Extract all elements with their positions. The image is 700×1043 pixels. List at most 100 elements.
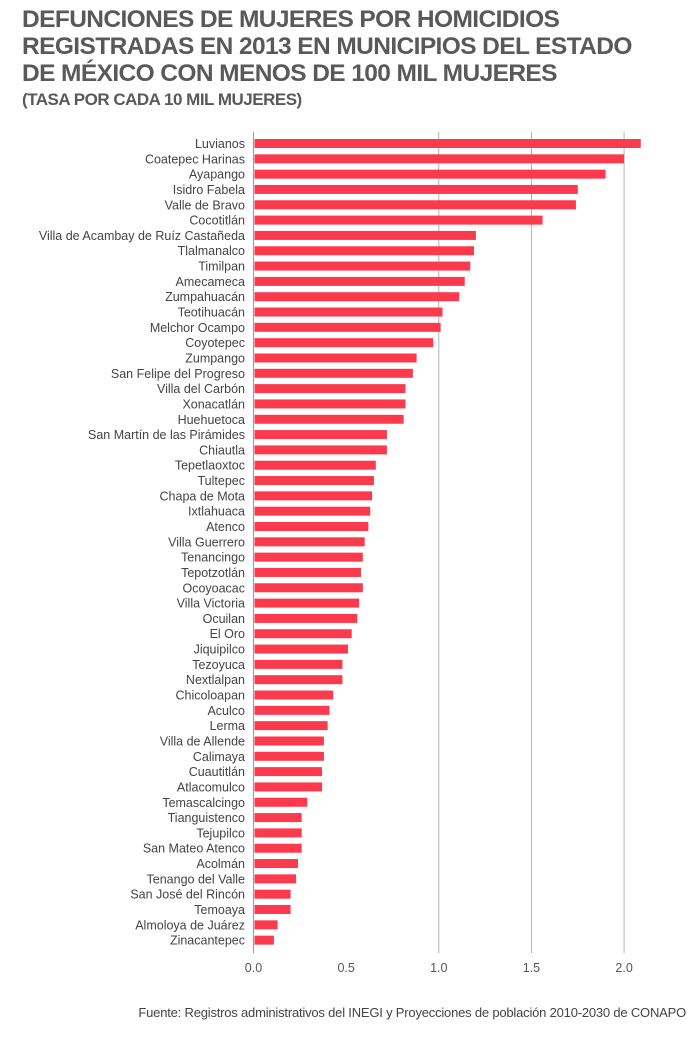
bar — [254, 215, 543, 225]
bar — [254, 292, 460, 302]
chart-title-line-1: DEFUNCIONES DE MUJERES POR HOMICIDIOS — [22, 6, 560, 33]
bar — [254, 828, 302, 838]
category-label: Nextlalpan — [186, 673, 245, 687]
category-label: Temoaya — [194, 903, 245, 917]
bar — [254, 751, 324, 761]
bar — [254, 813, 302, 823]
bar — [254, 874, 297, 884]
bar — [254, 659, 343, 669]
category-label: Ixtlahuaca — [188, 505, 245, 519]
x-tick-label: 1.5 — [523, 961, 540, 975]
bar — [254, 522, 369, 531]
bar — [254, 414, 404, 424]
bar — [254, 690, 334, 700]
category-label: Tepetlaoxtoc — [175, 459, 245, 473]
bar — [254, 736, 324, 746]
bar — [254, 843, 302, 853]
x-axis-ticks: 0.0 0.5 1.0 1.5 2.0 — [245, 961, 633, 975]
category-label: Amecameca — [176, 275, 246, 289]
bar — [254, 246, 475, 256]
category-label: Chicoloapan — [176, 689, 246, 703]
bar — [254, 338, 434, 348]
bar — [254, 276, 465, 286]
category-label: Chapa de Mota — [160, 489, 246, 503]
bar — [254, 613, 358, 623]
category-label: Cocotitlán — [189, 214, 245, 228]
category-label: Coatepec Harinas — [145, 152, 245, 166]
category-label: Villa del Carbón — [157, 382, 245, 396]
category-label: Almoloya de Juárez — [135, 918, 245, 932]
category-label: Melchor Ocampo — [150, 321, 245, 335]
category-label: Isidro Fabela — [173, 183, 245, 197]
bar — [254, 629, 352, 639]
category-label: Teotihuacán — [178, 306, 245, 320]
category-label: Jiquipilco — [194, 643, 245, 657]
bar — [254, 368, 413, 378]
category-label: Ocoyoacac — [182, 581, 245, 595]
bar — [254, 139, 641, 148]
category-label: Tepotzotlán — [181, 566, 245, 580]
bar — [254, 721, 328, 731]
category-label: Villa de Acambay de Ruíz Castañeda — [39, 229, 245, 243]
category-label: Lerma — [210, 719, 245, 733]
bar — [254, 767, 323, 777]
category-label: Zinacantepec — [170, 934, 245, 948]
category-label: Tlalmanalco — [178, 244, 245, 258]
category-label: Aculco — [207, 704, 245, 718]
category-label: Tejupilco — [196, 826, 245, 840]
bar — [254, 675, 343, 685]
bar — [254, 598, 360, 608]
category-label: Valle de Bravo — [165, 198, 245, 212]
category-label: Tenango del Valle — [147, 872, 246, 886]
bar — [254, 583, 363, 593]
bar — [254, 261, 471, 271]
chart-title-line-3: DE MÉXICO CON MENOS DE 100 MIL MUJERES — [22, 60, 558, 87]
chart-title-line-2: REGISTRADAS EN 2013 EN MUNICIPIOS DEL ES… — [22, 33, 632, 60]
category-label: San Mateo Atenco — [143, 842, 245, 856]
x-tick-label: 0.0 — [245, 961, 262, 975]
category-label: Ocuilan — [203, 612, 245, 626]
bar — [254, 230, 476, 240]
bar — [254, 169, 606, 179]
bar — [254, 322, 441, 332]
bar — [254, 705, 330, 715]
bar — [254, 935, 274, 945]
bar — [254, 506, 371, 516]
bar — [254, 184, 578, 194]
chart-title: DEFUNCIONES DE MUJERES POR HOMICIDIOS RE… — [22, 6, 692, 87]
bar — [254, 445, 387, 455]
category-label: Villa Victoria — [177, 597, 245, 611]
category-label: Atlacomulco — [177, 780, 245, 794]
bar — [254, 782, 323, 792]
bar — [254, 307, 443, 317]
bar — [254, 889, 291, 899]
bar — [254, 644, 349, 654]
category-label: Tenancingo — [181, 551, 245, 565]
category-label: Temascalcingo — [162, 796, 245, 810]
bar — [254, 920, 278, 930]
category-label: Villa de Allende — [160, 734, 245, 748]
bar — [254, 399, 406, 409]
category-label: Zumpango — [185, 351, 245, 365]
bar — [254, 154, 625, 164]
category-label: Chiautla — [199, 443, 245, 457]
category-label: Xonacatlán — [182, 397, 245, 411]
bars — [254, 139, 641, 945]
bar — [254, 460, 376, 470]
category-label: Timilpan — [198, 260, 245, 274]
category-label: San José del Rincón — [130, 888, 245, 902]
category-label: Luvianos — [195, 137, 245, 151]
category-label: Tezoyuca — [192, 658, 245, 672]
category-label: El Oro — [210, 627, 245, 641]
bar — [254, 859, 298, 869]
bar — [254, 384, 406, 394]
category-label: Tianguistenco — [168, 811, 245, 825]
category-label: Calimaya — [193, 750, 245, 764]
category-label: Ayapango — [189, 168, 245, 182]
category-label: San Felipe del Progreso — [111, 367, 245, 381]
bar — [254, 552, 363, 562]
bar — [254, 491, 373, 501]
source-note: Fuente: Registros administrativos del IN… — [138, 1005, 686, 1020]
